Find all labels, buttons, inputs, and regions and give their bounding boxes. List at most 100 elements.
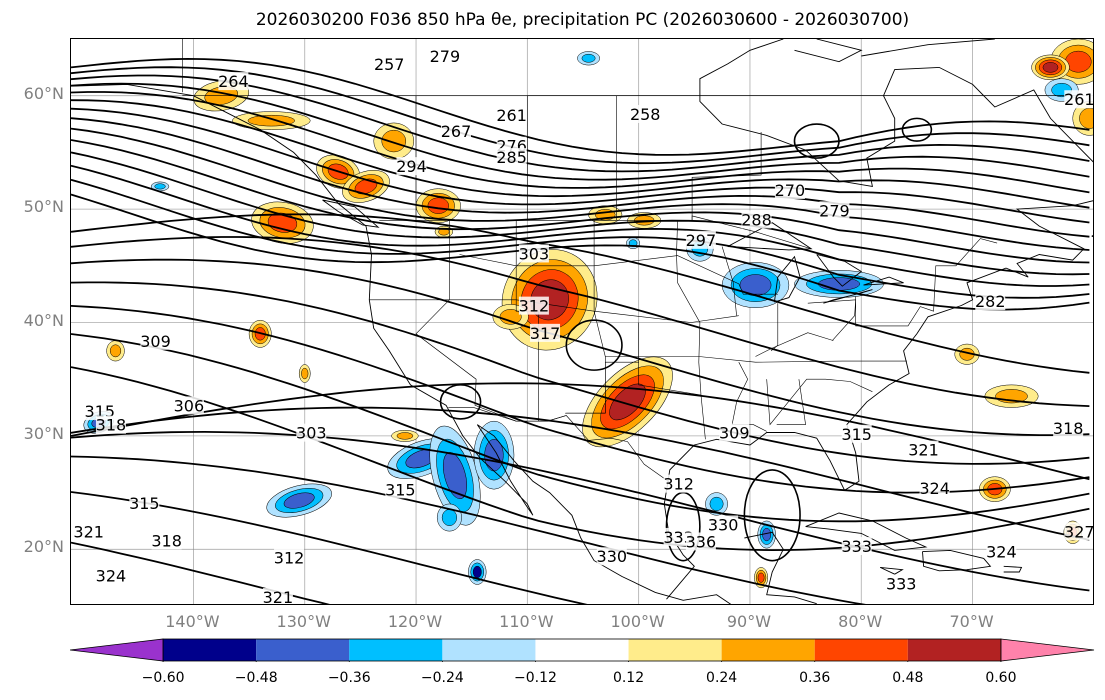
shading-contour (757, 572, 765, 583)
contour-label-bg (663, 474, 694, 493)
political-border (766, 378, 873, 426)
contour-label: 327 (1064, 522, 1094, 541)
contour-label: 315 (385, 480, 416, 499)
contour-label-bg (173, 396, 204, 415)
coastline (322, 199, 380, 228)
shading-contour (109, 344, 122, 358)
longitude-label: 130°W (276, 612, 331, 631)
political-border (565, 361, 702, 414)
contour-label-bg (95, 566, 126, 585)
colorbar-segment (256, 639, 350, 661)
coastline (794, 39, 863, 63)
shading-contour (381, 129, 407, 153)
contour-label-bg (385, 480, 416, 499)
theta-e-contour (71, 127, 1090, 251)
contour-label-bg (262, 588, 293, 604)
contour-label: 321 (263, 588, 294, 605)
shading-contour (762, 527, 772, 542)
colorbar-tick-label: −0.12 (514, 670, 557, 686)
contour-label: 324 (986, 543, 1017, 562)
theta-e-contour (71, 406, 1090, 541)
colorbar-tick-label: 0.48 (892, 670, 924, 686)
theta-e-contour (71, 366, 1090, 552)
contour-label-bg (496, 148, 527, 167)
contour-label: 330 (597, 547, 628, 566)
colorbar-segment (814, 639, 908, 661)
theta-e-contour (565, 319, 623, 371)
latitude-label: 50°N (23, 197, 64, 217)
shading-contour (441, 509, 458, 526)
precip-pc-region (415, 188, 461, 223)
theta-e-contour (71, 107, 1090, 224)
precip-pc-region (342, 169, 390, 203)
theta-e-contour (793, 123, 840, 159)
contour-label-bg (518, 296, 549, 315)
contour-label-bg (596, 547, 627, 566)
contour-label: 309 (140, 332, 171, 351)
longitude-label: 120°W (387, 612, 443, 631)
shading-contour (396, 432, 414, 440)
contour-label-bg (95, 415, 126, 434)
political-border (807, 299, 857, 341)
contour-label-bg (1064, 522, 1093, 541)
precip-pc-region (501, 249, 598, 351)
contour-label: 312 (519, 297, 550, 316)
contour-label: 321 (73, 522, 104, 541)
theta-e-contour (71, 258, 1090, 436)
contour-label: 330 (708, 515, 739, 534)
map-panel: 264 257 279 261 267 276 285 294 258 261 270 279 288 2… (70, 38, 1094, 605)
coastline (773, 255, 801, 303)
contour-label: 318 (1053, 419, 1084, 438)
precip-pc-region (373, 122, 415, 160)
colorbar-segment (907, 639, 1001, 661)
colorbar-tick-label: 0.12 (612, 670, 645, 686)
political-border (731, 362, 767, 432)
theta-e-contour (71, 491, 588, 604)
contour-label-bg (919, 479, 950, 498)
shading-contour (817, 277, 861, 291)
contour-label: 303 (519, 244, 550, 263)
precip-pc-region (298, 364, 311, 383)
colorbar-segment (535, 639, 629, 661)
shading-contour (301, 367, 309, 380)
coastline (805, 512, 928, 551)
coastline (1003, 565, 1023, 573)
theta-e-contour (71, 430, 1090, 592)
colorbar-tick-label: −0.24 (420, 670, 464, 686)
precip-pc-region (106, 340, 125, 362)
contour-label: 258 (630, 105, 661, 124)
contour-label: 317 (530, 324, 561, 343)
contour-label-bg (530, 323, 561, 342)
theta-e-contour (71, 382, 1090, 481)
contour-label-bg (151, 531, 182, 550)
shading-contour (472, 565, 482, 579)
contour-label-bg (429, 47, 460, 66)
longitude-label: 80°W (838, 612, 883, 631)
contour-label-bg (819, 201, 850, 220)
contour-label-bg (129, 493, 160, 512)
theta-e-contour (71, 99, 1090, 209)
precip-pc-region (473, 420, 515, 490)
longitude-label: 140°W (165, 612, 220, 631)
theta-e-contour (71, 151, 1090, 276)
contour-label: 324 (919, 479, 950, 498)
contour-label-bg (374, 55, 405, 74)
shading-contour (283, 492, 315, 509)
contour-label-bg (218, 72, 249, 91)
theta-e-contour (71, 455, 866, 604)
contour-label: 336 (686, 532, 717, 551)
contour-label-bg (274, 548, 305, 567)
contour-label-bg (1053, 419, 1084, 438)
contour-label: 315 (129, 494, 160, 513)
precip-pc-region (1050, 39, 1093, 85)
contour-label-bg (841, 424, 872, 443)
contour-label-bg (140, 331, 171, 350)
political-border (605, 356, 907, 363)
shading-contour (581, 53, 596, 63)
contour-label-bg (908, 440, 939, 459)
shading-contour (709, 496, 724, 511)
shading-contour (427, 197, 449, 214)
contour-label: 279 (819, 201, 850, 220)
colorbar-tick-label: 0.24 (706, 670, 738, 686)
colorbar-tick-label: −0.48 (234, 670, 278, 686)
